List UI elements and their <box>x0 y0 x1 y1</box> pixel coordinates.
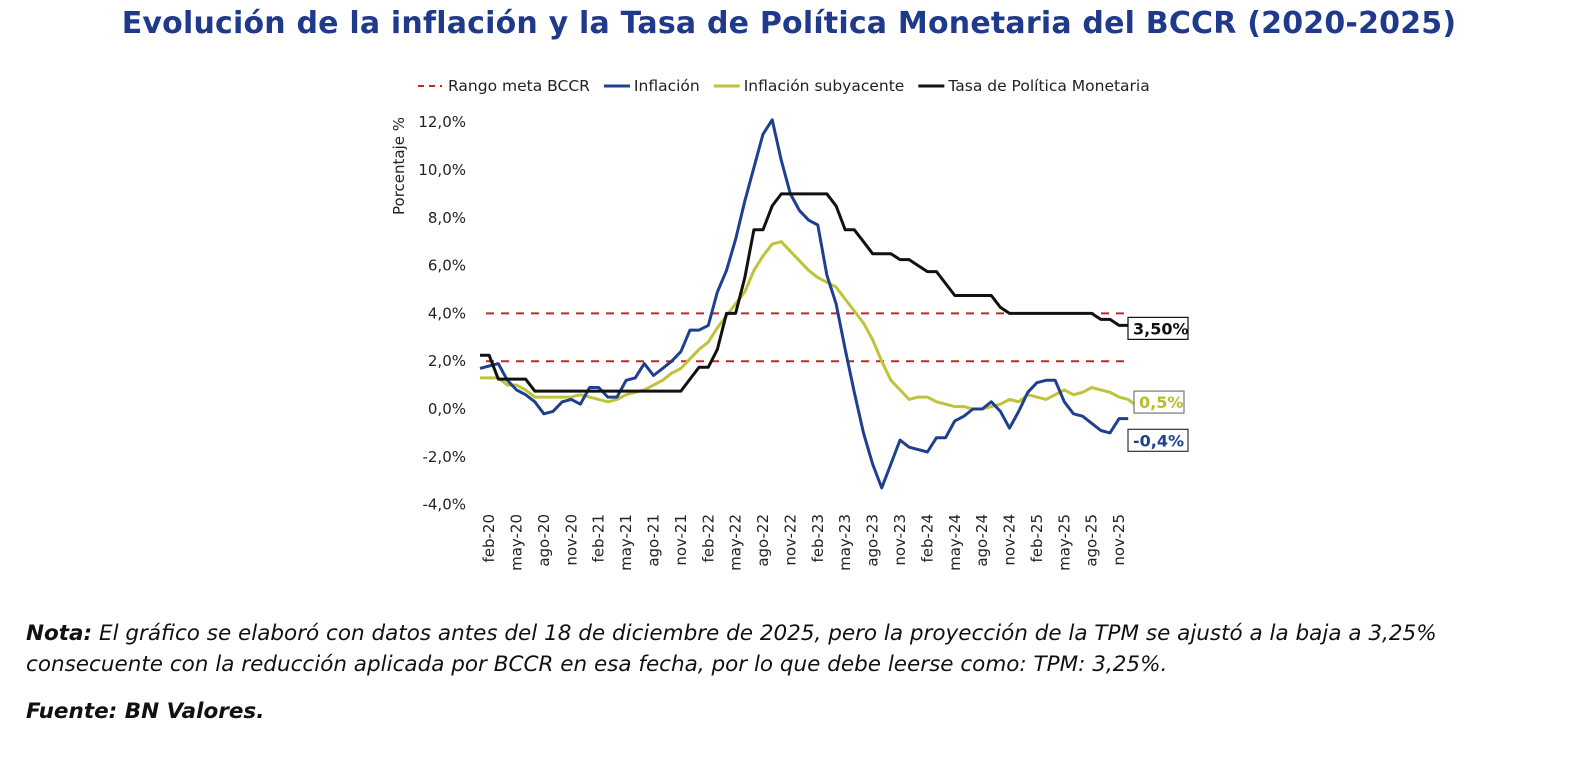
x-tick-label: feb-23 <box>809 514 827 563</box>
end-label-box <box>1133 390 1185 414</box>
y-tick-label: -2,0% <box>422 448 466 466</box>
x-tick-label: may-25 <box>1055 514 1073 571</box>
note-text: El gráfico se elaboró con datos antes de… <box>26 621 1437 677</box>
x-tick-label: ago-21 <box>644 514 662 567</box>
x-tick-label: may-22 <box>727 514 745 571</box>
series-lines <box>479 118 1157 490</box>
x-tick-label: may-20 <box>508 514 526 571</box>
end-label-value: 3,50% <box>1133 319 1189 338</box>
end-labels: 3,50% 0,5% -0,4% <box>1127 316 1189 452</box>
line-chart: Rango meta BCCR Inflación Inflación subyac… <box>390 77 1189 571</box>
y-tick-label: 6,0% <box>428 257 466 275</box>
end-label-box <box>1127 428 1189 452</box>
x-tick-label: ago-24 <box>973 514 991 567</box>
x-tick-label: ago-25 <box>1083 514 1101 567</box>
end-label-box <box>1127 316 1189 340</box>
x-axis-ticks: feb-20 may-20 ago-20 nov-20 feb-21 may-21 ago-… <box>480 514 1128 571</box>
x-tick-label: feb-24 <box>918 514 936 563</box>
legend-label: Inflación subyacente <box>744 77 905 95</box>
y-tick-label: 4,0% <box>428 304 466 322</box>
x-tick-label: nov-22 <box>781 514 799 566</box>
x-tick-label: ago-23 <box>864 514 882 567</box>
y-tick-label: 10,0% <box>418 161 466 179</box>
series-line-inflaci-n-subyacente <box>480 240 1157 411</box>
legend-label: Inflación <box>634 77 700 95</box>
y-axis-ticks: -4,0% -2,0% 0,0% 2,0% 4,0% 6,0% 8,0% 10,0% 12,0% <box>418 113 466 513</box>
series-line-inflaci-n <box>479 118 1129 490</box>
x-tick-label: may-21 <box>617 514 635 571</box>
x-tick-label: feb-21 <box>590 514 608 563</box>
x-tick-label: may-23 <box>836 514 854 571</box>
x-tick-label: ago-22 <box>754 514 772 567</box>
x-tick-label: nov-25 <box>1110 514 1128 566</box>
chart-note: Nota: El gráfico se elaboró con datos an… <box>26 618 1556 680</box>
y-tick-label: 8,0% <box>428 209 466 227</box>
y-tick-label: -4,0% <box>422 496 466 514</box>
series-line-tasa-de-pol-tica-monetaria <box>480 192 1138 393</box>
x-tick-label: nov-24 <box>1001 514 1019 566</box>
y-tick-label: 12,0% <box>418 113 466 131</box>
x-tick-label: nov-23 <box>891 514 909 566</box>
chart-title: Evolución de la inflación y la Tasa de P… <box>121 6 1457 41</box>
note-label: Nota: <box>26 621 93 646</box>
target-range-lines <box>486 312 1128 363</box>
chart-source: Fuente: BN Valores. <box>26 699 265 724</box>
y-axis-label: Porcentaje % <box>390 117 408 215</box>
legend-label: Rango meta BCCR <box>448 77 590 95</box>
end-label-value: 0,5% <box>1139 393 1183 412</box>
x-tick-label: feb-22 <box>699 514 717 563</box>
x-tick-label: ago-20 <box>535 514 553 567</box>
x-tick-label: feb-25 <box>1028 514 1046 563</box>
x-tick-label: nov-21 <box>672 514 690 566</box>
y-tick-label: 0,0% <box>428 400 466 418</box>
end-label-value: -0,4% <box>1133 431 1184 450</box>
x-tick-label: feb-20 <box>480 514 498 563</box>
x-tick-label: nov-20 <box>562 514 580 566</box>
legend-label: Tasa de Política Monetaria <box>947 77 1149 95</box>
y-tick-label: 2,0% <box>428 352 466 370</box>
chart-legend: Rango meta BCCR Inflación Inflación subyac… <box>418 77 1150 95</box>
x-tick-label: may-24 <box>946 514 964 571</box>
